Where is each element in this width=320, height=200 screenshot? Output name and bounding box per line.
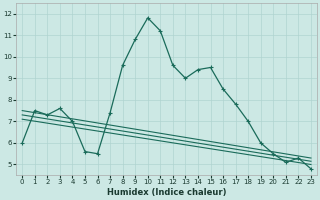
X-axis label: Humidex (Indice chaleur): Humidex (Indice chaleur) bbox=[107, 188, 226, 197]
